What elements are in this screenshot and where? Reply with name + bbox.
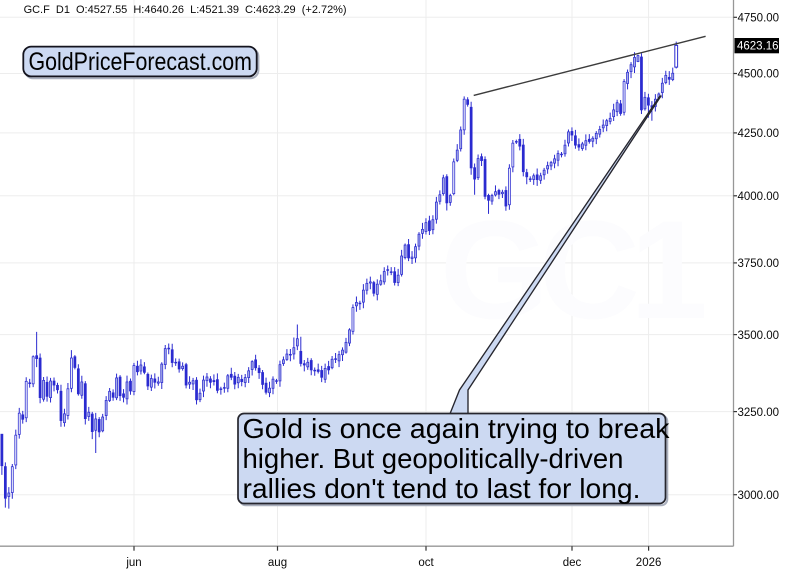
svg-text:4623.16: 4623.16 [737,41,779,53]
svg-text:higher. But geopolitically-dri: higher. But geopolitically-driven [243,443,624,474]
svg-text:dec: dec [563,557,582,569]
svg-text:aug: aug [268,557,287,569]
svg-text:3750.00: 3750.00 [738,258,780,270]
svg-text:3500.00: 3500.00 [738,330,780,342]
svg-text:Gold is once again trying to b: Gold is once again trying to break [243,413,670,444]
svg-text:3000.00: 3000.00 [738,490,780,502]
svg-text:oct: oct [418,557,434,569]
svg-text:GC1: GC1 [440,191,704,348]
svg-text:3250.00: 3250.00 [738,407,780,419]
svg-text:4000.00: 4000.00 [738,191,780,203]
svg-text:4750.00: 4750.00 [738,13,780,25]
svg-text:GoldPriceForecast.com: GoldPriceForecast.com [29,48,253,76]
svg-text:jun: jun [125,557,141,569]
svg-text:4250.00: 4250.00 [738,128,780,140]
svg-text:rallies don't tend to last for: rallies don't tend to last for long. [243,473,641,504]
svg-text:GC.F D1 O:4527.55 H:4640.26: GC.F D1 O:4527.55 H:4640.26 L:4521.39 C:… [24,4,347,16]
svg-text:2026: 2026 [636,557,662,569]
svg-text:4500.00: 4500.00 [738,69,780,81]
